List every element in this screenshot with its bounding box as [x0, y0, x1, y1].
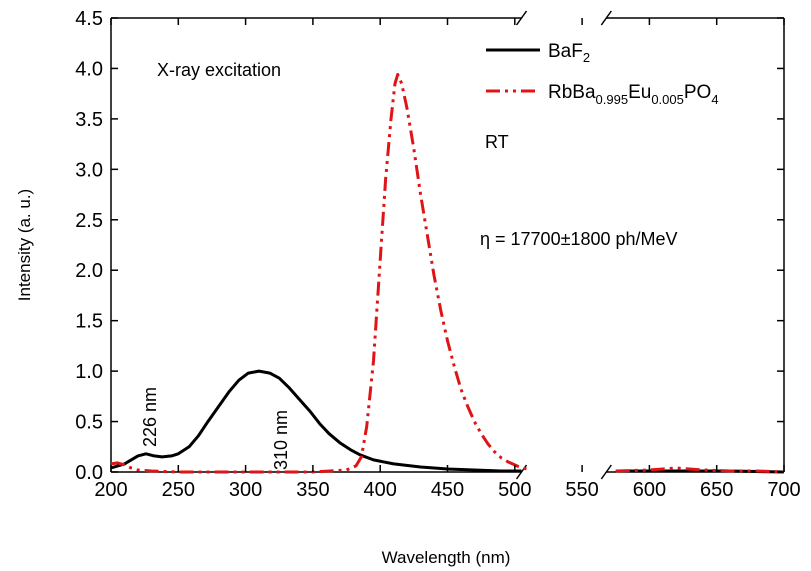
x-tick-label: 300	[229, 479, 262, 501]
y-tick-label: 4.5	[75, 8, 103, 30]
legend-rbba-s3: 4	[711, 92, 718, 107]
x-tick-label: 700	[767, 479, 800, 501]
legend-rbba-p3: PO	[684, 82, 711, 103]
series-line-baf2-left	[110, 369, 522, 473]
x-tick-label: 450	[431, 479, 464, 501]
x-axis-ticks: 200 250 300 350 400 450 500 550 600 650 700	[94, 18, 801, 501]
annotation-rt: RT	[485, 132, 509, 152]
series-line-rbba-left	[110, 73, 529, 474]
y-tick-label: 1.5	[75, 311, 103, 333]
legend-rbba-s1: 0.995	[596, 92, 629, 107]
y-axis-ticks: 0.0 0.5 1.0 1.5 2.0 2.5 3.0 3.5 4.0 4.5	[75, 8, 784, 484]
x-tick-label: 250	[162, 479, 195, 501]
y-tick-label: 0.5	[75, 412, 103, 434]
y-tick-label: 2.5	[75, 210, 103, 232]
x-tick-label: 200	[94, 479, 127, 501]
annotation-xray-excitation: X-ray excitation	[157, 60, 281, 80]
y-tick-label: 4.0	[75, 58, 103, 80]
legend-rbba-p2: Eu	[628, 82, 651, 103]
annotation-peak-310: 310 nm	[271, 410, 291, 470]
x-tick-label: 400	[364, 479, 397, 501]
annotation-peak-226: 226 nm	[140, 387, 160, 447]
x-axis-title: Wavelength (nm)	[382, 548, 511, 567]
x-tick-label: 600	[633, 479, 666, 501]
y-tick-label: 2.0	[75, 260, 103, 282]
y-tick-label: 1.0	[75, 361, 103, 383]
y-tick-label: 3.0	[75, 159, 103, 181]
y-axis-title: Intensity (a. u.)	[15, 189, 34, 301]
series-layer	[110, 73, 785, 474]
legend: BaF2 RbBa0.995Eu0.005PO4	[486, 41, 719, 107]
axis-break-mark	[515, 10, 528, 26]
legend-label-baf2: BaF2	[548, 41, 590, 65]
x-tick-label: 650	[700, 479, 733, 501]
legend-rbba-s2: 0.005	[651, 92, 684, 107]
x-tick-label: 550	[565, 479, 598, 501]
annotation-light-yield: η = 17700±1800 ph/MeV	[480, 229, 678, 249]
x-tick-label: 350	[296, 479, 329, 501]
axis-break-mark	[600, 10, 612, 26]
y-tick-label: 3.5	[75, 109, 103, 131]
legend-rbba-p1: RbBa	[548, 82, 596, 103]
plot-frame	[110, 10, 785, 480]
legend-baf2-sub: 2	[583, 50, 590, 65]
x-tick-label: 500	[498, 479, 531, 501]
series-line-rbba-right	[615, 466, 785, 474]
legend-label-rbba: RbBa0.995Eu0.005PO4	[548, 82, 719, 107]
y-tick-label: 0.0	[75, 462, 103, 484]
axis-break-mark	[600, 464, 612, 480]
legend-baf2-base: BaF	[548, 41, 583, 62]
